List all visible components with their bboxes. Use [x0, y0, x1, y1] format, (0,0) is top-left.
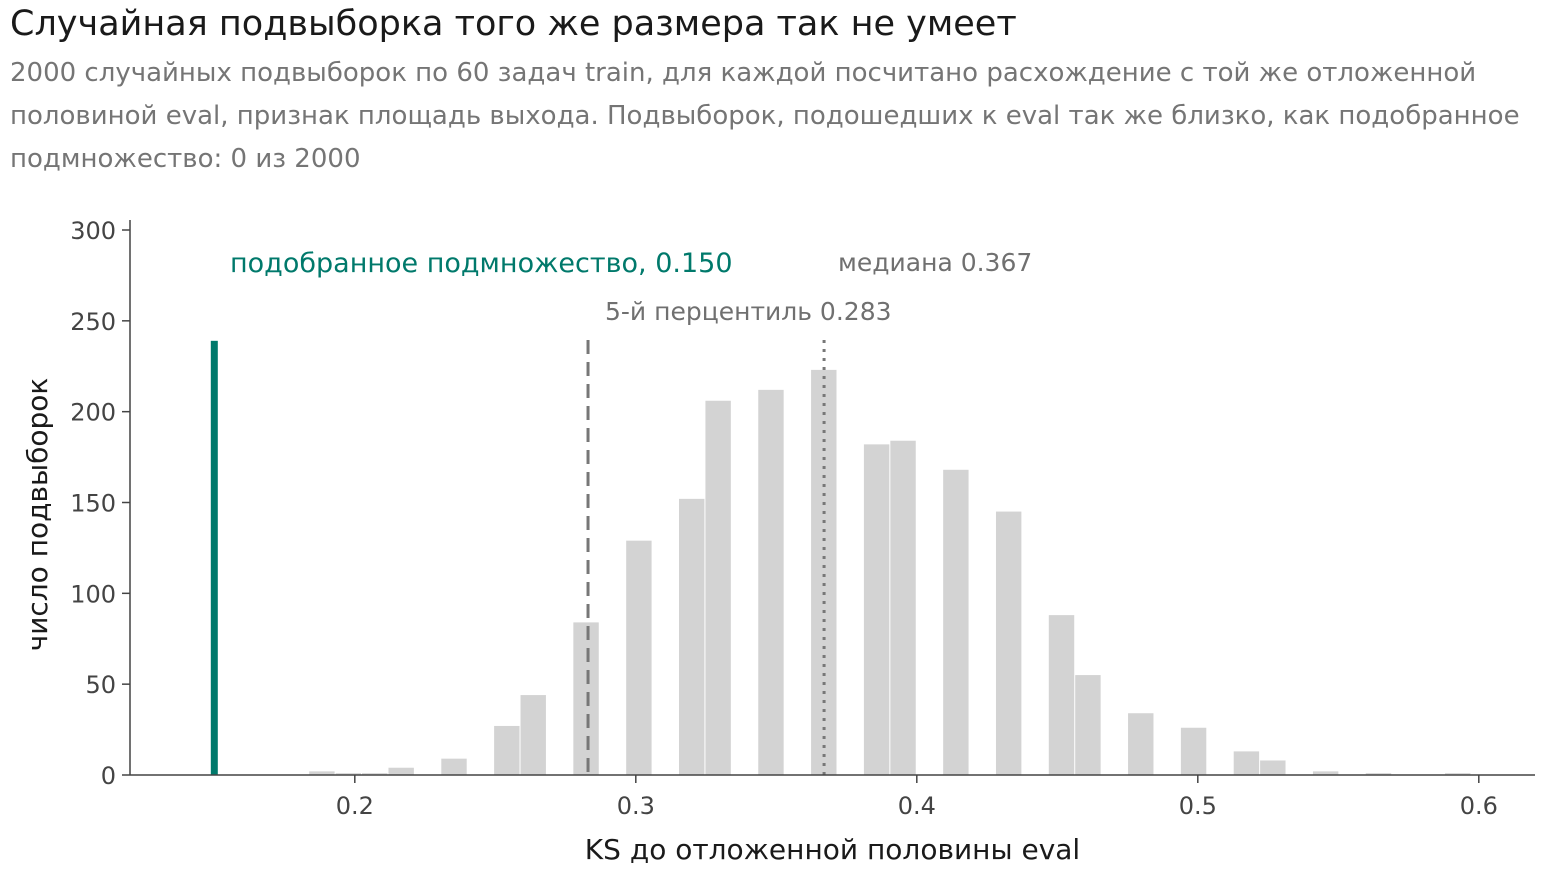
- y-tick-label-6: 300: [70, 217, 116, 245]
- histogram-bar-22: [890, 440, 916, 775]
- histogram-bar-3: [388, 767, 414, 775]
- histogram-bar-40: [1365, 773, 1392, 775]
- histogram-bar-31: [1128, 713, 1154, 775]
- y-tick-label-3: 150: [70, 490, 116, 518]
- histogram-bars: [309, 369, 1471, 775]
- histogram-bar-35: [1233, 751, 1260, 775]
- histogram-bar-24: [943, 469, 969, 775]
- histogram-bar-28: [1048, 615, 1075, 775]
- histogram-bar-14: [679, 498, 705, 775]
- histogram-bar-8: [520, 695, 546, 775]
- histogram-bar-0: [309, 771, 335, 775]
- x-tick-label-4: 0.6: [1460, 792, 1498, 820]
- median-label: медиана 0.367: [838, 248, 1032, 277]
- y-axis-title: число подвыборок: [21, 378, 54, 652]
- annotations: подобранное подмножество, 0.150 медиана 0…: [230, 248, 1032, 326]
- y-tick-label-0: 0: [101, 762, 116, 790]
- histogram-bar-15: [705, 400, 731, 775]
- histogram-bar-17: [758, 389, 784, 775]
- x-tick-label-2: 0.4: [898, 792, 936, 820]
- histogram-bar-43: [1445, 773, 1471, 775]
- percentile-5-label: 5-й перцентиль 0.283: [605, 297, 892, 326]
- histogram-bar-36: [1260, 760, 1286, 775]
- y-tick-label-1: 50: [85, 671, 116, 699]
- selected-subset-label: подобранное подмножество, 0.150: [230, 248, 733, 279]
- selected-subset-marker: [210, 340, 218, 775]
- histogram-bar-21: [863, 444, 890, 775]
- chart-subtitle: 2000 случайных подвыборок по 60 задач tr…: [10, 58, 1520, 174]
- x-tick-label-3: 0.5: [1179, 792, 1217, 820]
- chart-title: Случайная подвыборка того же размера так…: [10, 4, 1017, 44]
- y-tick-label-2: 100: [70, 580, 116, 608]
- x-axis-title: KS до отложенной половины eval: [585, 833, 1080, 866]
- histogram-bar-7: [494, 725, 520, 775]
- histogram-bar-19: [811, 369, 837, 775]
- histogram-bar-26: [995, 511, 1022, 775]
- histogram-bar-10: [573, 622, 599, 775]
- histogram-bar-1: [335, 773, 362, 775]
- histogram-bar-29: [1075, 675, 1101, 775]
- histogram-bar-12: [626, 540, 652, 775]
- marker-lines: [210, 340, 826, 775]
- x-tick-label-0: 0.2: [336, 792, 374, 820]
- x-tick-label-1: 0.3: [617, 792, 655, 820]
- axes: 0 50 100 150 200 250 300 0.2 0.3 0.4 0.5 0.6 KS до о…: [21, 217, 1535, 866]
- histogram-bar-5: [441, 758, 467, 775]
- y-tick-label-4: 200: [70, 399, 116, 427]
- histogram-bar-33: [1180, 727, 1207, 775]
- histogram-bar-38: [1312, 771, 1339, 775]
- histogram-bar-2: [362, 773, 388, 775]
- y-tick-label-5: 250: [70, 308, 116, 336]
